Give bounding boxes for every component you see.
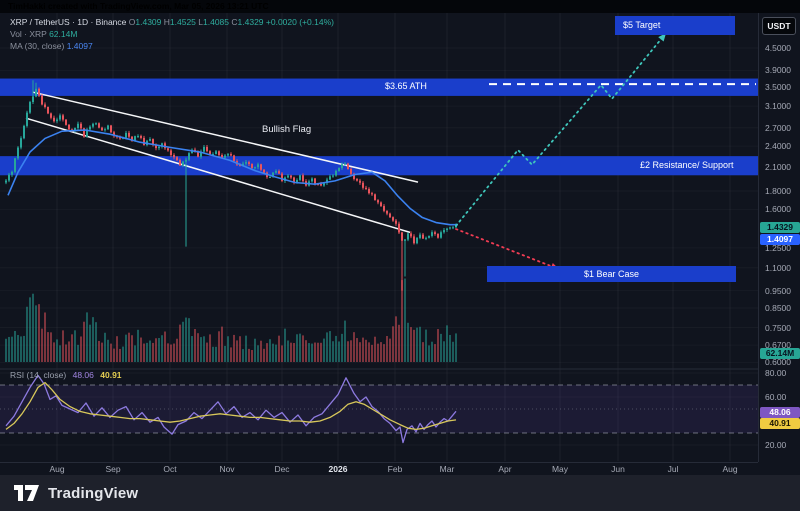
tradingview-logo-icon[interactable] xyxy=(14,485,40,501)
change-value: +0.0020 (+0.14%) xyxy=(265,17,334,27)
legend-ma-row[interactable]: MA (30, close) 1.4097 xyxy=(10,40,334,52)
bullish-flag-label[interactable]: Bullish Flag xyxy=(262,124,312,135)
low-value: 1.4085 xyxy=(203,17,230,27)
time-axis-label: Dec xyxy=(274,464,290,474)
ma-label: MA (30, close) xyxy=(10,41,65,51)
price-axis-label: 1.6000 xyxy=(765,204,791,215)
price-badge: 1.4329 xyxy=(760,222,800,233)
price-axis-label: 4.5000 xyxy=(765,43,791,53)
legend-volume-row[interactable]: Vol · XRP 62.14M xyxy=(10,28,334,40)
bear-case-annotation-banner[interactable]: $1 Bear Case xyxy=(487,266,736,282)
time-axis-label: Aug xyxy=(49,464,65,474)
time-axis-label: Feb xyxy=(387,464,403,474)
price-axis-label: 1.8000 xyxy=(765,185,791,196)
time-axis[interactable]: Aug Sep Oct Nov Dec 2026 Feb Mar Apr May Jun Jul Aug xyxy=(0,462,758,476)
price-axis-label: 0.7500 xyxy=(765,322,791,333)
target-annotation-banner[interactable]: $5 Target xyxy=(615,16,735,35)
time-axis-label: May xyxy=(551,464,569,474)
price-axis-label: 3.1000 xyxy=(765,101,791,112)
high-value: 1.4525 xyxy=(169,17,196,27)
ma-value: 1.4097 xyxy=(66,41,93,51)
price-axis-label: 0.6000 xyxy=(765,357,791,368)
time-axis-label: Jul xyxy=(667,464,679,474)
price-axis-label: 2.7000 xyxy=(765,122,791,133)
price-axis-label: 2.1000 xyxy=(765,161,791,172)
volume-value: 62.14M xyxy=(49,29,78,39)
attribution-bar: TimHakki created with TradingView.com, M… xyxy=(0,0,800,13)
time-axis-label: Sep xyxy=(105,464,121,474)
price-axis-label: 1.2500 xyxy=(765,242,791,253)
rsi-axis-label: 20.00 xyxy=(765,440,787,450)
price-axis[interactable]: 4.5000 3.9000 3.5000 3.1000 2.7000 2.4000 2.10… xyxy=(758,13,800,462)
time-axis-label: 2026 xyxy=(328,464,348,474)
time-axis-label: Apr xyxy=(498,464,512,474)
open-value: 1.4309 xyxy=(135,17,162,27)
price-axis-label: 0.9500 xyxy=(765,285,791,296)
price-axis-label: 3.5000 xyxy=(765,82,791,93)
time-axis-label: Jun xyxy=(611,464,625,474)
price-axis-label: 2.4000 xyxy=(765,141,791,152)
rsi-label: RSI (14, close) xyxy=(10,370,67,380)
price-badge: 48.06 xyxy=(760,407,800,418)
close-value: 1.4329 xyxy=(237,17,264,27)
open-label: O xyxy=(128,17,136,27)
currency-toggle-button[interactable]: USDT xyxy=(762,17,796,35)
time-axis-label: Oct xyxy=(163,464,177,474)
volume-label: Vol · XRP xyxy=(10,29,47,39)
ath-band-label[interactable]: $3.65 ATH xyxy=(385,81,427,91)
legend: XRP / TetherUS · 1D · Binance O1.4309 H1… xyxy=(10,16,334,52)
legend-symbol-row[interactable]: XRP / TetherUS · 1D · Binance O1.4309 H1… xyxy=(10,16,334,28)
high-label: H xyxy=(163,17,170,27)
rsi-axis-label: 60.00 xyxy=(765,392,787,402)
price-badge: 1.4097 xyxy=(760,234,800,245)
price-badge: 62.14M xyxy=(760,348,800,359)
rsi-ma-value: 40.91 xyxy=(100,370,122,380)
price-badge: 40.91 xyxy=(760,418,800,429)
rsi-axis-label: 80.00 xyxy=(765,368,787,378)
price-axis-label: 0.6700 xyxy=(765,340,791,351)
price-axis-label: 3.9000 xyxy=(765,65,791,76)
price-axis-label: 1.1000 xyxy=(765,262,791,273)
symbol-title: XRP / TetherUS · 1D · Binance xyxy=(10,17,127,27)
low-label: L xyxy=(198,17,204,27)
time-axis-label: Aug xyxy=(722,464,738,474)
tradingview-brand-text[interactable]: TradingView xyxy=(48,484,139,502)
footer-bar: TradingView xyxy=(0,475,800,511)
time-axis-label: Mar xyxy=(439,464,455,474)
resistance-band-label[interactable]: £2 Resistance/ Support xyxy=(640,160,734,170)
close-label: C xyxy=(231,17,238,27)
rsi-value: 48.06 xyxy=(72,370,94,380)
price-axis-label: 0.8500 xyxy=(765,302,791,313)
time-axis-label: Nov xyxy=(219,464,235,474)
rsi-legend[interactable]: RSI (14, close) 48.06 40.91 xyxy=(10,370,122,380)
